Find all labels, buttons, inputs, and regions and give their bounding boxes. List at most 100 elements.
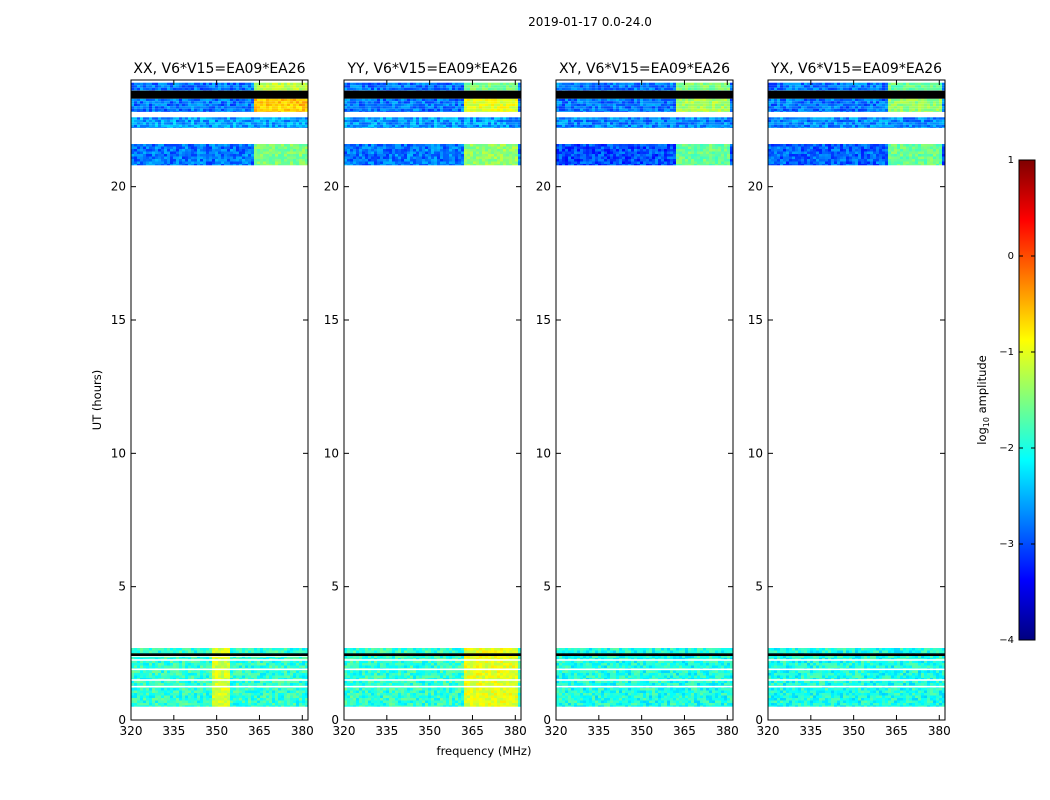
heatmap-cell <box>134 151 137 154</box>
heatmap-cell <box>491 693 494 696</box>
heatmap-cell <box>209 159 212 162</box>
heatmap-cell <box>146 164 149 166</box>
heatmap-cell <box>491 703 494 706</box>
heatmap-cell <box>500 693 503 696</box>
heatmap-cell <box>278 693 281 696</box>
heatmap-cell <box>428 698 431 701</box>
heatmap-cell <box>206 103 209 107</box>
heatmap-cell <box>161 151 164 154</box>
heatmap-cell <box>359 650 362 653</box>
heatmap-cell <box>164 703 167 706</box>
heatmap-cell <box>293 159 296 162</box>
heatmap-cell <box>506 154 509 157</box>
heatmap-cell <box>239 648 242 651</box>
heatmap-cell <box>176 111 179 112</box>
heatmap-cell <box>155 149 158 152</box>
heatmap-cell <box>281 693 284 696</box>
heatmap-cell <box>362 648 365 651</box>
heatmap-cell <box>302 106 305 109</box>
heatmap-cell <box>503 675 506 678</box>
heatmap-cell <box>452 670 455 673</box>
heatmap-cell <box>134 85 137 88</box>
heatmap-cell <box>131 98 134 102</box>
heatmap-cell <box>287 650 290 653</box>
heatmap-cell <box>455 146 458 149</box>
heatmap-cell <box>434 690 437 693</box>
heatmap-cell <box>467 149 470 152</box>
heatmap-cell <box>161 675 164 678</box>
heatmap-cell <box>437 161 440 164</box>
heatmap-cell <box>215 149 218 152</box>
heatmap-cell <box>437 117 440 120</box>
heatmap-cell <box>182 149 185 152</box>
heatmap-cell <box>230 164 233 166</box>
heatmap-cell <box>212 675 215 678</box>
heatmap-cell <box>362 698 365 701</box>
heatmap-cell <box>293 673 296 676</box>
heatmap-cell <box>389 660 392 663</box>
heatmap-cell <box>296 683 299 686</box>
heatmap-cell <box>425 151 428 154</box>
heatmap-cell <box>473 700 476 703</box>
heatmap-cell <box>455 122 458 125</box>
heatmap-cell <box>140 650 143 653</box>
heatmap-cell <box>131 700 134 703</box>
heatmap-cell <box>131 151 134 154</box>
heatmap-cell <box>275 90 278 91</box>
heatmap-cell <box>491 119 494 123</box>
heatmap-cell <box>296 151 299 154</box>
heatmap-cell <box>242 695 245 698</box>
heatmap-cell <box>173 144 176 147</box>
heatmap-cell <box>209 127 212 128</box>
heatmap-cell <box>344 149 347 152</box>
heatmap-cell <box>290 693 293 696</box>
heatmap-cell <box>278 663 281 666</box>
heatmap-cell <box>239 156 242 159</box>
heatmap-cell <box>182 705 185 707</box>
heatmap-cell <box>230 693 233 696</box>
heatmap-cell <box>146 673 149 676</box>
heatmap-cell <box>209 111 212 112</box>
heatmap-cell <box>371 693 374 696</box>
heatmap-cell <box>446 683 449 686</box>
heatmap-cell <box>191 98 194 102</box>
heatmap-cell <box>350 703 353 706</box>
heatmap-cell <box>302 663 305 666</box>
heatmap-cell <box>359 705 362 707</box>
heatmap-cell <box>446 151 449 154</box>
heatmap-cell <box>173 90 176 91</box>
heatmap-cell <box>284 688 287 691</box>
heatmap-cell <box>293 161 296 164</box>
heatmap-cell <box>425 154 428 157</box>
heatmap-cell <box>464 122 467 125</box>
heatmap-cell <box>185 124 188 128</box>
heatmap-cell <box>200 127 203 128</box>
heatmap-cell <box>440 164 443 166</box>
heatmap-cell <box>464 675 467 678</box>
heatmap-cell <box>164 660 167 663</box>
heatmap-cell <box>227 127 230 128</box>
heatmap-cell <box>380 655 383 658</box>
heatmap-cell <box>167 688 170 691</box>
heatmap-cell <box>374 161 377 164</box>
heatmap-cell <box>464 648 467 651</box>
heatmap-cell <box>254 164 257 166</box>
heatmap-cell <box>161 700 164 703</box>
heatmap-cell <box>152 103 155 107</box>
heatmap-cell <box>302 82 305 86</box>
heatmap-cell <box>284 680 287 683</box>
heatmap-cell <box>305 117 308 120</box>
heatmap-cell <box>275 650 278 653</box>
heatmap-cell <box>497 650 500 653</box>
heatmap-cell <box>518 650 521 653</box>
heatmap-cell <box>473 146 476 149</box>
heatmap-cell <box>140 156 143 159</box>
heatmap-cell <box>389 149 392 152</box>
heatmap-cell <box>266 119 269 123</box>
heatmap-cell <box>233 111 236 112</box>
heatmap-cell <box>443 146 446 149</box>
heatmap-cell <box>350 698 353 701</box>
heatmap-cell <box>362 159 365 162</box>
heatmap-cell <box>491 680 494 683</box>
heatmap-cell <box>392 688 395 691</box>
